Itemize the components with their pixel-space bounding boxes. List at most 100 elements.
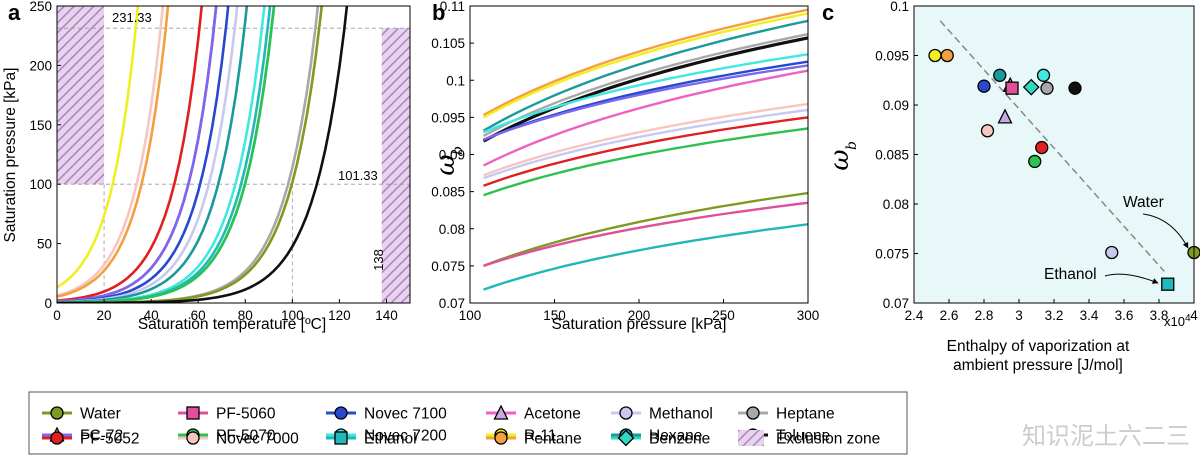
x-tick-label: 140 bbox=[375, 308, 398, 323]
x-tick-label: 3 bbox=[1015, 308, 1023, 323]
point-pf-5070 bbox=[1028, 154, 1042, 169]
legend-label: FC-72 bbox=[80, 428, 123, 445]
legend-item-heptane: Heptane bbox=[738, 406, 835, 423]
y-tick-label: 0.09 bbox=[439, 148, 465, 163]
annotation-101-33: 101.33 bbox=[338, 168, 378, 183]
legend-marker bbox=[746, 406, 760, 420]
curve-r-11 bbox=[482, 12, 808, 119]
svg-text:b: b bbox=[450, 146, 466, 155]
x-tick-label: 250 bbox=[712, 308, 735, 323]
legend-marker bbox=[619, 406, 633, 420]
x-tick-label: 60 bbox=[191, 308, 206, 323]
legend-label: Hexane bbox=[649, 428, 702, 445]
y-tick-label: 0.07 bbox=[883, 296, 909, 311]
annotation-ethanol: Ethanol bbox=[1044, 266, 1097, 283]
panel-a-xlabel: Saturation temperature [ºC] bbox=[138, 316, 326, 333]
y-tick-label: 0.07 bbox=[439, 296, 465, 311]
legend-label: Toluene bbox=[776, 428, 830, 445]
legend-label: Ethanol bbox=[364, 431, 417, 448]
legend-marker bbox=[494, 431, 508, 445]
legend-item-novec-7000: Novec 7000 bbox=[178, 431, 299, 448]
curve-pf-5070 bbox=[57, 6, 276, 303]
x-tick-label: 3.8 bbox=[1150, 308, 1169, 323]
point-ethanol bbox=[1161, 277, 1175, 291]
x-tick-label: 2.8 bbox=[975, 308, 994, 323]
curve-pf-5052 bbox=[483, 116, 808, 187]
y-tick-label: 0.105 bbox=[431, 36, 465, 51]
curve-fc-72 bbox=[483, 64, 808, 141]
legend-label: PF-5060 bbox=[216, 406, 276, 423]
curve-pentane bbox=[482, 8, 808, 117]
x-tick-label: 120 bbox=[328, 308, 351, 323]
svg-text:b: b bbox=[844, 141, 860, 150]
y-tick-label: 150 bbox=[29, 118, 52, 133]
legend-label: Novec 7000 bbox=[216, 431, 299, 448]
curve-heptane bbox=[482, 33, 808, 137]
watermark: 知识泥土六二三 bbox=[1022, 423, 1190, 450]
legend-label: Novec 7100 bbox=[364, 406, 447, 423]
legend-marker bbox=[186, 431, 200, 445]
point-heptane bbox=[1040, 81, 1054, 95]
legend-label: Heptane bbox=[776, 406, 835, 423]
legend: Water PF-5060 Novec 7100 Acetone Methanol Hep… bbox=[28, 391, 908, 455]
legend-label: Water bbox=[80, 406, 121, 423]
point-pf-5052 bbox=[1035, 140, 1049, 155]
trend-line bbox=[939, 20, 1165, 272]
x-tick-label: 40 bbox=[144, 308, 159, 323]
point-novec-7000 bbox=[980, 124, 995, 138]
y-tick-label: 0.08 bbox=[439, 222, 465, 237]
panel-c-xlabel: Enthalpy of vaporization at bbox=[947, 338, 1130, 355]
x-tick-label: 3.2 bbox=[1045, 308, 1064, 323]
legend-item-pf-5060: PF-5060 bbox=[178, 406, 276, 423]
point-novec-7100 bbox=[977, 79, 991, 93]
legend-marker bbox=[186, 406, 200, 420]
legend-label: Benzene bbox=[649, 431, 710, 448]
x-tick-label: 300 bbox=[797, 308, 820, 323]
curve-pf-5052 bbox=[57, 6, 204, 302]
legend-marker bbox=[50, 431, 64, 445]
legend-label: Methanol bbox=[649, 406, 713, 423]
legend-item-pf-5052: PF-5052 bbox=[42, 431, 139, 448]
legend-marker bbox=[50, 406, 64, 420]
legend-marker bbox=[334, 431, 348, 445]
x-tick-label: 2.4 bbox=[905, 308, 924, 323]
exclusion-zone-1 bbox=[57, 6, 105, 185]
point-pf-5060 bbox=[1005, 81, 1019, 95]
y-tick-label: 0.08 bbox=[883, 197, 909, 212]
x-tick-label: 100 bbox=[281, 308, 304, 323]
curve-novec-7100 bbox=[57, 6, 230, 303]
curve-methanol bbox=[483, 108, 808, 180]
y-tick-label: 50 bbox=[37, 237, 52, 252]
x-tick-label: 3.4 bbox=[1080, 308, 1099, 323]
x-tick-label: 100 bbox=[459, 308, 482, 323]
legend-box bbox=[28, 391, 908, 455]
legend-item-methanol: Methanol bbox=[611, 406, 713, 423]
y-tick-label: 200 bbox=[29, 58, 52, 73]
y-tick-label: 0.09 bbox=[883, 98, 909, 113]
legend-swatch-hatch bbox=[738, 430, 764, 446]
curve-pf-5060 bbox=[483, 201, 808, 268]
x-tick-label: 2.6 bbox=[940, 308, 959, 323]
curve-water bbox=[483, 191, 808, 268]
y-tick-label: 100 bbox=[29, 177, 52, 192]
panel-a-ylabel: Saturation pressure [kPa] bbox=[2, 68, 19, 243]
x-tick-label: 4 bbox=[1190, 308, 1198, 323]
panel-a-frame bbox=[56, 5, 411, 304]
legend-item-novec-7100: Novec 7100 bbox=[326, 406, 447, 423]
y-tick-label: 0.1 bbox=[890, 0, 909, 14]
annotation-water: Water bbox=[1123, 194, 1164, 211]
y-tick-label: 0.075 bbox=[431, 259, 465, 274]
legend-marker bbox=[493, 404, 509, 420]
point-novec-7200 bbox=[1036, 68, 1051, 82]
point-toluene bbox=[1068, 81, 1082, 95]
panel-c-background bbox=[914, 6, 1194, 303]
curve-novec-7000 bbox=[483, 102, 808, 177]
panel-b-label: b bbox=[432, 0, 445, 25]
y-tick-label: 0.095 bbox=[431, 110, 465, 125]
curve-hexane bbox=[482, 19, 808, 132]
x-tick-label: 80 bbox=[238, 308, 253, 323]
panel-c-ylabel: ω b bbox=[825, 141, 860, 171]
legend-label: PF-5070 bbox=[216, 428, 276, 445]
x-tick-label: 3.6 bbox=[1115, 308, 1134, 323]
